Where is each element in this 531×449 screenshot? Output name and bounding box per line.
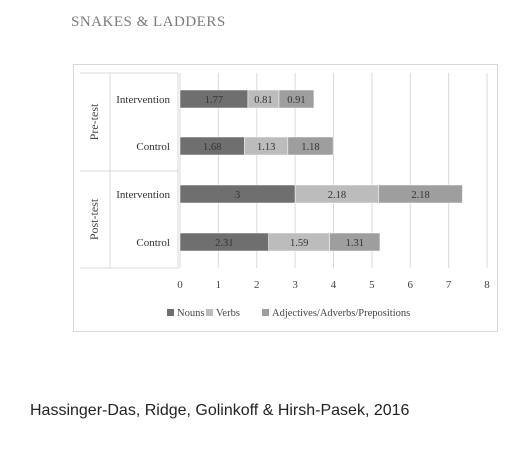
x-tick-label: 8 (484, 279, 490, 291)
x-tick-label: 4 (331, 279, 337, 291)
category-label: Control (136, 237, 170, 249)
data-label: 1.68 (203, 142, 221, 153)
data-label: 1.31 (346, 238, 364, 249)
data-label: 0.91 (287, 95, 305, 106)
bar-segment (329, 232, 381, 252)
x-tick-label: 3 (292, 279, 298, 291)
page-title: SNAKES & LADDERS (71, 14, 226, 30)
legend-label: Nouns (177, 308, 204, 319)
x-tick-label: 1 (216, 279, 222, 291)
data-label: 0.81 (254, 95, 272, 106)
group-label: Post-test (87, 198, 101, 240)
data-label: 1.18 (301, 142, 319, 153)
x-tick-label: 6 (408, 279, 414, 291)
bar-segment (278, 89, 315, 109)
data-label: 1.59 (290, 238, 308, 249)
legend-swatch (167, 309, 174, 316)
data-label: 2.18 (411, 190, 429, 201)
x-tick-label: 5 (369, 279, 375, 291)
bar-segment (378, 184, 463, 204)
citation-text: Hassinger-Das, Ridge, Golinkoff & Hirsh-… (30, 402, 410, 419)
category-label: Intervention (116, 189, 170, 201)
category-label: Control (136, 141, 170, 153)
category-label: Intervention (116, 94, 170, 106)
legend-label: Verbs (216, 308, 240, 319)
x-tick-label: 2 (254, 279, 260, 291)
data-label: 3 (235, 190, 240, 201)
data-label: 2.31 (215, 238, 233, 249)
group-label: Pre-test (87, 103, 101, 140)
x-tick-label: 7 (446, 279, 452, 291)
legend-swatch (206, 309, 213, 316)
x-tick-label: 0 (177, 279, 183, 291)
legend-swatch (262, 309, 269, 316)
data-label: 2.18 (328, 190, 346, 201)
data-label: 1.77 (205, 95, 223, 106)
bar-segment (287, 136, 334, 156)
legend-label: Adjectives/Adverbs/Prepositions (272, 308, 410, 319)
data-label: 1.13 (257, 142, 275, 153)
